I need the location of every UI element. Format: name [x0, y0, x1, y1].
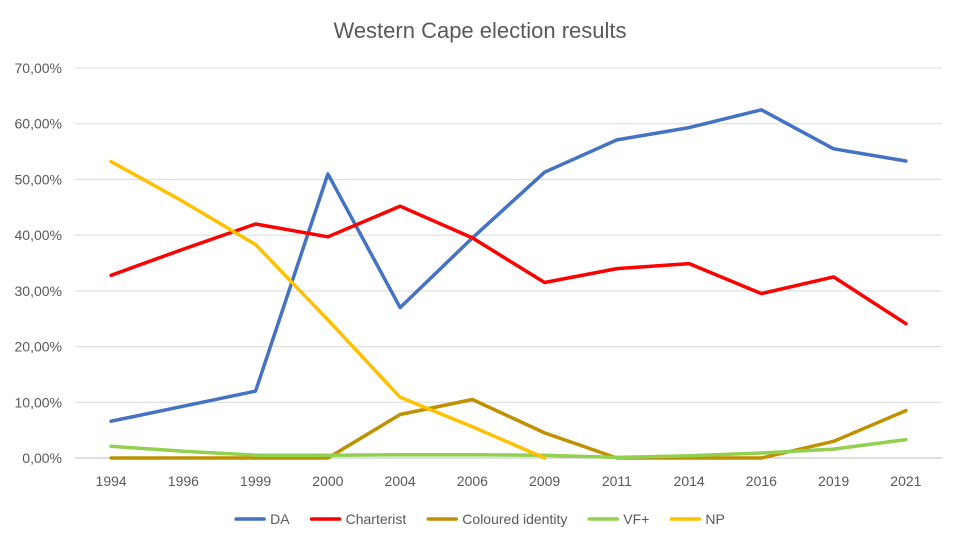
y-tick-label: 60,00% — [15, 116, 62, 132]
x-tick-label: 2011 — [602, 473, 632, 489]
legend-label: Charterist — [346, 511, 407, 527]
x-tick-label: 2006 — [457, 473, 488, 489]
legend: DA Charterist Coloured identity VF+ NP — [234, 511, 725, 527]
x-tick-label: 2004 — [385, 473, 416, 489]
series-line-coloured-identity — [109, 397, 908, 460]
legend-item: NP — [669, 511, 725, 527]
legend-item: VF+ — [587, 511, 649, 527]
x-tick-label: 1994 — [96, 473, 127, 489]
legend-item: Charterist — [309, 511, 407, 527]
legend-label: DA — [270, 511, 290, 527]
chart-title: Western Cape election results — [333, 18, 626, 43]
y-tick-label: 0,00% — [22, 450, 62, 466]
y-tick-label: 40,00% — [15, 227, 62, 243]
y-tick-label: 10,00% — [15, 394, 62, 410]
x-tick-label: 2021 — [890, 473, 921, 489]
x-tick-label: 1999 — [240, 473, 271, 489]
series-line-charterist — [109, 204, 908, 326]
series-line-da — [109, 108, 908, 423]
y-axis-ticks: 0,00% 10,00% 20,00% 30,00% 40,00% 50,00% 60,00… — [15, 60, 62, 466]
x-tick-label: 2016 — [746, 473, 777, 489]
gridlines — [75, 67, 942, 459]
x-tick-label: 2000 — [312, 473, 343, 489]
legend-label: VF+ — [623, 511, 649, 527]
series-line-vf — [109, 437, 908, 460]
y-tick-label: 70,00% — [15, 60, 62, 76]
legend-item: DA — [234, 511, 290, 527]
series-lines — [109, 108, 908, 460]
y-tick-label: 50,00% — [15, 171, 62, 187]
legend-item: Coloured identity — [426, 511, 567, 527]
x-axis-ticks: 1994 1996 1999 2000 2004 2006 2009 2011 2014 2016… — [96, 473, 922, 489]
legend-label: Coloured identity — [462, 511, 567, 527]
legend-label: NP — [705, 511, 724, 527]
x-tick-label: 2019 — [818, 473, 849, 489]
x-tick-label: 2014 — [674, 473, 705, 489]
series-line-np — [109, 159, 547, 460]
x-tick-label: 2009 — [529, 473, 560, 489]
x-tick-label: 1996 — [168, 473, 199, 489]
y-tick-label: 30,00% — [15, 283, 62, 299]
y-tick-label: 20,00% — [15, 339, 62, 355]
